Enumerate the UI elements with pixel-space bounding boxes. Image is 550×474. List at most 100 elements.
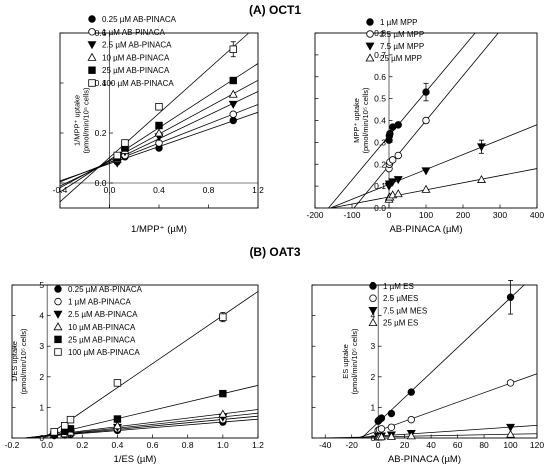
y-tick-label: 0.2 <box>95 128 107 138</box>
data-point <box>421 167 431 176</box>
fit-line <box>59 32 249 203</box>
section-title-oct1: (A) OCT1 <box>249 3 301 17</box>
data-point <box>506 423 516 432</box>
legend-marker <box>365 53 375 62</box>
data-point <box>112 421 122 430</box>
data-point <box>407 388 415 396</box>
x-tick-label: 60 <box>453 440 463 450</box>
legend-label: 1 µM AB-PINACA <box>68 298 132 307</box>
x-axis-title: AB-PINACA (µM) <box>388 454 461 465</box>
data-point <box>477 174 486 183</box>
legend-label: 25 µM MPP <box>380 54 422 63</box>
x-tick-label: 200 <box>456 210 470 220</box>
x-tick-label: 1.2 <box>252 185 264 195</box>
x-tick-label: -100 <box>343 210 360 220</box>
x-tick-label: 40 <box>426 440 436 450</box>
y-tick-label: 0.0 <box>374 203 386 213</box>
legend-marker <box>369 282 377 290</box>
legend-label: 1 µM MPP <box>380 18 418 27</box>
x-tick-label: -20 <box>346 440 359 450</box>
section-title-oat3: (B) OAT3 <box>249 245 300 259</box>
legend-marker <box>87 41 97 50</box>
data-point <box>386 129 394 138</box>
x-tick-label: 1.0 <box>217 440 229 450</box>
x-axis-title: 1/MPP⁺ (µM) <box>131 224 187 235</box>
fit-line <box>330 124 538 209</box>
y-tick-label: 0.7 <box>374 50 386 60</box>
legend-label: 25 µM AB-PINACA <box>68 335 136 344</box>
x-tick-label: -0.4 <box>53 185 68 195</box>
y-axis-title-line: (pmol/min/10⁵ cells) <box>350 328 359 395</box>
x-tick-label: 20 <box>400 440 410 450</box>
data-point <box>229 116 237 125</box>
data-point <box>155 121 163 130</box>
legend-marker <box>88 28 96 36</box>
data-point <box>228 100 238 109</box>
x-tick-label: 0 <box>387 210 392 220</box>
legend-marker <box>88 15 96 23</box>
x-tick-label: 100 <box>419 210 433 220</box>
x-tick-label: 80 <box>479 440 489 450</box>
y-tick-label: 0.1 <box>374 181 386 191</box>
legend-marker <box>53 322 63 331</box>
data-point <box>377 432 386 441</box>
legend-label: 2.5 µM MPP <box>380 30 424 39</box>
legend-marker <box>369 294 377 302</box>
x-axis-title: AB-PINACA (µM) <box>389 224 462 235</box>
data-point <box>229 45 237 53</box>
legend-label: 25 µM ES <box>383 319 418 328</box>
legend-label: 25 µM AB-PINACA <box>102 66 170 75</box>
legend: 0.25 µM AB-PINACA 1 µM AB-PINACA 2.5 µM AB… <box>53 285 143 357</box>
x-tick-label: 1.2 <box>252 440 264 450</box>
y-tick-label: 0.4 <box>374 116 386 126</box>
x-tick-label: 120 <box>530 440 544 450</box>
data-point <box>394 121 402 129</box>
data-point <box>229 110 237 118</box>
y-tick-label: 5 <box>39 280 44 290</box>
data-point <box>377 425 386 433</box>
y-axis-title: MPP⁺ uptake(pmol/min/10⁵ cells) <box>352 87 370 154</box>
legend-marker <box>53 310 63 319</box>
legend-label: 0.25 µM AB-PINACA <box>102 15 177 24</box>
legend-label: 100 µM AB-PINACA <box>102 79 174 88</box>
data-point <box>113 379 122 387</box>
y-tick-label: 0.0 <box>95 178 107 188</box>
x-tick-label: 400 <box>530 210 544 220</box>
legend-label: 10 µM AB-PINACA <box>102 53 170 62</box>
y-tick-label: 0 <box>39 433 44 443</box>
y-axis-title-line: 1/ES uptake <box>10 341 19 382</box>
legend-marker <box>87 52 97 61</box>
plot-frame <box>11 284 259 439</box>
legend-label: 100 µM AB-PINACA <box>68 348 140 357</box>
fit-line <box>328 32 476 209</box>
data-point <box>218 409 228 418</box>
x-axis-title: 1/ES (µM) <box>114 454 157 465</box>
plot-frame <box>311 284 538 439</box>
y-axis-title: ES uptake(pmol/min/10⁵ cells) <box>341 328 359 395</box>
data-point <box>50 428 58 436</box>
y-tick-label: 0.4 <box>95 78 107 88</box>
data-point <box>422 88 430 96</box>
chart-oct1-dixon: -200 -100 0 100 200 300 400 0.0 0.1 0.2 0.3 0.4 0.5 0… <box>306 18 544 235</box>
legend-marker <box>54 285 62 293</box>
y-axis-title-line: ES uptake <box>341 344 350 379</box>
legend-marker <box>88 79 96 87</box>
legend: 1 µM MPP 2.5 µM MPP 7.5 µM MPP 25 µM MPP <box>365 18 424 63</box>
y-tick-label: 1 <box>39 402 44 412</box>
y-axis-title: 1/ES uptake(pmol/min/10⁵ cells) <box>10 328 28 395</box>
legend-label: 7.5 µM MPP <box>380 42 424 51</box>
data-point <box>219 389 227 398</box>
legend-marker <box>366 30 374 38</box>
data-point <box>113 415 122 423</box>
y-tick-label: 3 <box>39 341 44 351</box>
x-tick-label: 0.8 <box>182 440 194 450</box>
chart-oat3-dixon: -40-20020406080100120012345AB-PINACA (µM… <box>311 280 544 465</box>
legend-label: 0.25 µM AB-PINACA <box>68 285 143 294</box>
legend-marker <box>54 297 62 306</box>
x-tick-label: 300 <box>493 210 507 220</box>
data-point <box>229 76 237 85</box>
y-tick-label: 0.6 <box>374 72 386 82</box>
data-point <box>393 189 403 198</box>
fit-line <box>331 168 538 209</box>
